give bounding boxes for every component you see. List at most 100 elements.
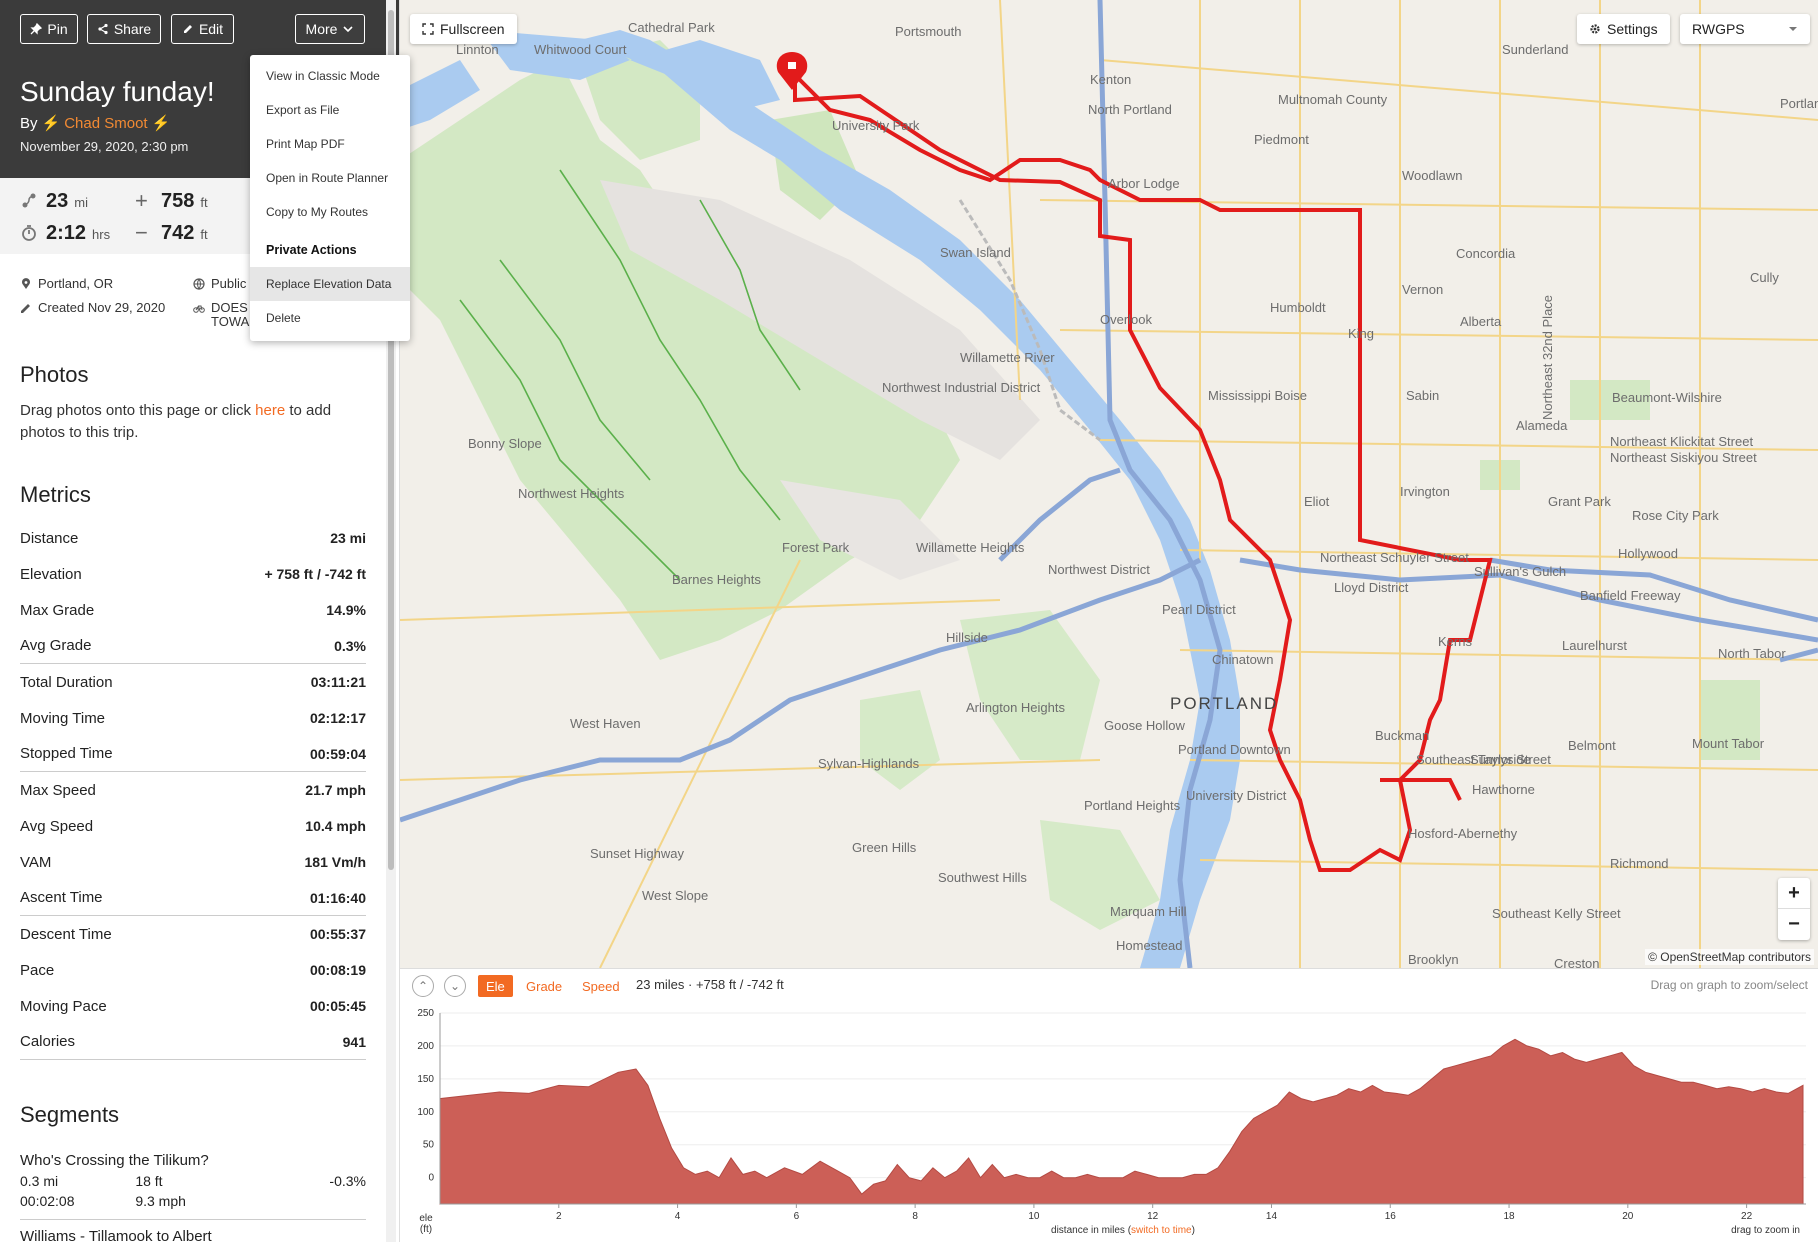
share-button[interactable]: Share — [87, 14, 161, 44]
metric-label: Moving Time — [20, 709, 106, 727]
y-tick-label: 100 — [417, 1107, 434, 1118]
map-label: Sylvan-Highlands — [818, 756, 920, 771]
share-icon — [98, 23, 108, 35]
edit-button[interactable]: Edit — [171, 14, 234, 44]
metric-row: Descent Time 00:55:37 — [20, 916, 366, 952]
switch-to-time-link[interactable]: switch to time — [1131, 1225, 1192, 1236]
map-label: Sullivan's Gulch — [1474, 564, 1567, 579]
elevation-panel: ⌃ ⌄ Ele Grade Speed 23 miles · +758 ft /… — [400, 968, 1818, 1242]
map-label: Pearl District — [1162, 602, 1236, 617]
start-marker-icon[interactable] — [776, 52, 808, 90]
map-label: Multnomah County — [1278, 92, 1388, 107]
map-label: Portland Downtown — [1178, 742, 1291, 757]
chevron-down-icon — [343, 26, 354, 33]
map-label: Buckman — [1375, 728, 1430, 743]
map-label: Eliot — [1304, 494, 1330, 509]
map-label: Rose City Park — [1632, 508, 1719, 523]
map-attribution[interactable]: © OpenStreetMap contributors — [1645, 949, 1814, 965]
segment-item[interactable]: Who's Crossing the Tilikum? 0.3 mi 18 ft… — [20, 1152, 366, 1209]
time-value: 2:12 — [46, 222, 87, 244]
metric-value: 0.3% — [334, 637, 366, 654]
tab-speed[interactable]: Speed — [582, 978, 620, 994]
metric-label: Total Duration — [20, 673, 113, 691]
elevation-hint: Drag on graph to zoom/select — [1650, 978, 1808, 992]
edit-label: Edit — [198, 21, 224, 37]
segment-name: Williams - Tillamook to Albert — [20, 1228, 212, 1242]
map-layer-select[interactable]: RWGPS — [1680, 14, 1810, 44]
x-tick-label: 6 — [794, 1211, 800, 1222]
map-label: Forest Park — [782, 540, 850, 555]
activity-row: DOES — [193, 300, 248, 315]
menu-item-classic-mode[interactable]: View in Classic Mode — [266, 69, 380, 83]
map-label: Lloyd District — [1334, 580, 1409, 595]
activity-text-2: TOWA — [211, 314, 250, 329]
segment-item[interactable]: Williams - Tillamook to Albert — [20, 1219, 366, 1242]
x-tick-label: 12 — [1147, 1211, 1159, 1222]
zoom-out-button[interactable]: − — [1788, 913, 1800, 935]
stat-descent: − 742 ft — [135, 222, 208, 245]
map-label: Creston — [1554, 956, 1600, 968]
menu-item-copy-routes[interactable]: Copy to My Routes — [266, 205, 369, 219]
menu-item-replace-elevation[interactable]: Replace Elevation Data — [250, 267, 410, 301]
metric-value: 00:05:45 — [309, 998, 366, 1014]
map-label: Northwest Industrial District — [882, 380, 1041, 395]
map-label: Portsmouth — [895, 24, 962, 39]
metric-value: 00:08:19 — [309, 962, 366, 978]
map-canvas[interactable] — [400, 0, 1818, 968]
menu-item-delete[interactable]: Delete — [266, 311, 301, 325]
sidebar-scrollbar[interactable] — [386, 0, 396, 1242]
segments-list: Who's Crossing the Tilikum? 0.3 mi 18 ft… — [20, 1152, 366, 1242]
menu-item-export[interactable]: Export as File — [266, 103, 340, 117]
map-label: Mississippi Boise — [1208, 388, 1307, 403]
metric-label: Moving Pace — [20, 997, 107, 1015]
tab-grade[interactable]: Grade — [526, 978, 563, 994]
zoom-in-button[interactable]: + — [1778, 878, 1810, 909]
created-text: Created Nov 29, 2020 — [38, 300, 166, 315]
map-label: Cully — [1750, 270, 1779, 285]
fullscreen-button[interactable]: Fullscreen — [410, 14, 517, 44]
tab-elevation[interactable]: Ele — [478, 975, 513, 997]
scrollbar-thumb[interactable] — [388, 10, 394, 870]
segment-time: 00:02:08 — [20, 1193, 75, 1209]
metric-row: Ascent Time 01:16:40 — [20, 880, 366, 916]
route-map[interactable]: PORTLAND Portsmouth Kenton North Portlan… — [400, 0, 1818, 968]
metric-row: Moving Pace 00:05:45 — [20, 988, 366, 1024]
metric-label: Avg Grade — [20, 637, 92, 654]
y-tick-label: 150 — [417, 1074, 434, 1085]
author-link[interactable]: Chad Smoot — [64, 114, 148, 132]
settings-label: Settings — [1607, 21, 1658, 37]
author-line: By ⚡ Chad Smoot ⚡ — [20, 114, 170, 133]
metric-row: Stopped Time 00:59:04 — [20, 736, 366, 772]
photos-text-after: to add photos to this trip. — [20, 402, 332, 441]
metric-label: Stopped Time — [20, 745, 113, 762]
metric-value: 02:12:17 — [309, 710, 366, 726]
y-tick-label: 200 — [417, 1041, 434, 1052]
location-text: Portland, OR — [38, 276, 114, 291]
metric-value: 00:59:04 — [309, 745, 366, 762]
add-photos-link[interactable]: here — [255, 402, 286, 419]
map-label: Southeast Kelly Street — [1492, 906, 1621, 921]
map-label: Kenton — [1090, 72, 1132, 87]
bolt-icon: ⚡ — [41, 115, 61, 132]
map-label: University District — [1186, 788, 1287, 803]
privacy-text: Public — [211, 276, 247, 291]
map-label: Arbor Lodge — [1108, 176, 1180, 191]
pin-button[interactable]: Pin — [20, 14, 78, 44]
photos-heading: Photos — [20, 362, 89, 387]
elevation-chart[interactable]: 0 50 100 150 200 250 2 4 6 8 10 12 14 16 18 20 22 ele(ft)… — [400, 1007, 1818, 1242]
map-label: Alameda — [1516, 418, 1568, 433]
menu-item-print-pdf[interactable]: Print Map PDF — [266, 137, 345, 151]
map-label: Goose Hollow — [1104, 718, 1185, 733]
more-button[interactable]: More — [295, 14, 365, 44]
menu-item-route-planner[interactable]: Open in Route Planner — [266, 171, 389, 185]
settings-button[interactable]: Settings — [1577, 14, 1670, 44]
segment-speed: 9.3 mph — [135, 1193, 186, 1209]
collapse-up-button[interactable]: ⌃ — [412, 975, 434, 997]
map-label: Whitwood Court — [534, 42, 627, 57]
stat-time: 2:12 hrs — [22, 222, 110, 245]
chevron-up-icon: ⌃ — [417, 979, 429, 993]
expand-down-button[interactable]: ⌄ — [444, 975, 466, 997]
metric-value: 14.9% — [326, 602, 366, 618]
stat-ascent: + 758 ft — [135, 190, 208, 213]
x-tick-label: 8 — [912, 1211, 918, 1222]
